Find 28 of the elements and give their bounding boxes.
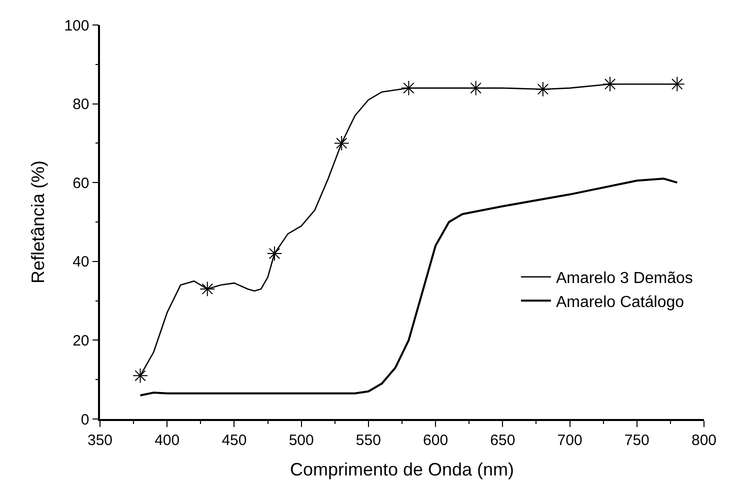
- point: [132, 368, 148, 384]
- x-tick-label: 750: [624, 432, 650, 449]
- x-tick-label: 700: [557, 432, 582, 449]
- y-tick-label: 20: [72, 332, 90, 350]
- x-axis-title: Comprimento de Onda (nm): [290, 459, 514, 480]
- point: [535, 82, 551, 97]
- x-tick-label: 400: [154, 432, 180, 449]
- x-tick-label: 350: [87, 432, 113, 449]
- legend-label: Amarelo Catálogo: [556, 294, 684, 311]
- x-tick-label: 650: [490, 432, 516, 449]
- point: [602, 76, 618, 92]
- x-tick-label: 600: [423, 432, 448, 449]
- x-tick-label: 550: [356, 432, 381, 449]
- point: [669, 76, 685, 92]
- y-axis-title: Refletância (%): [28, 160, 48, 284]
- point: [200, 281, 216, 297]
- legend-label: Amarelo 3 Demãos: [556, 270, 693, 288]
- y-tick-label: 0: [80, 411, 90, 428]
- x-tick-label: 800: [691, 432, 717, 449]
- y-tick-label: 60: [72, 174, 90, 192]
- y-tick-label: 100: [64, 17, 90, 34]
- x-tick-label: 500: [288, 432, 314, 449]
- y-tick-label: 80: [72, 96, 90, 114]
- point: [401, 80, 416, 96]
- point: [334, 136, 350, 151]
- point: [266, 246, 282, 262]
- x-tick-label: 450: [222, 432, 247, 449]
- y-tick-label: 40: [72, 254, 90, 271]
